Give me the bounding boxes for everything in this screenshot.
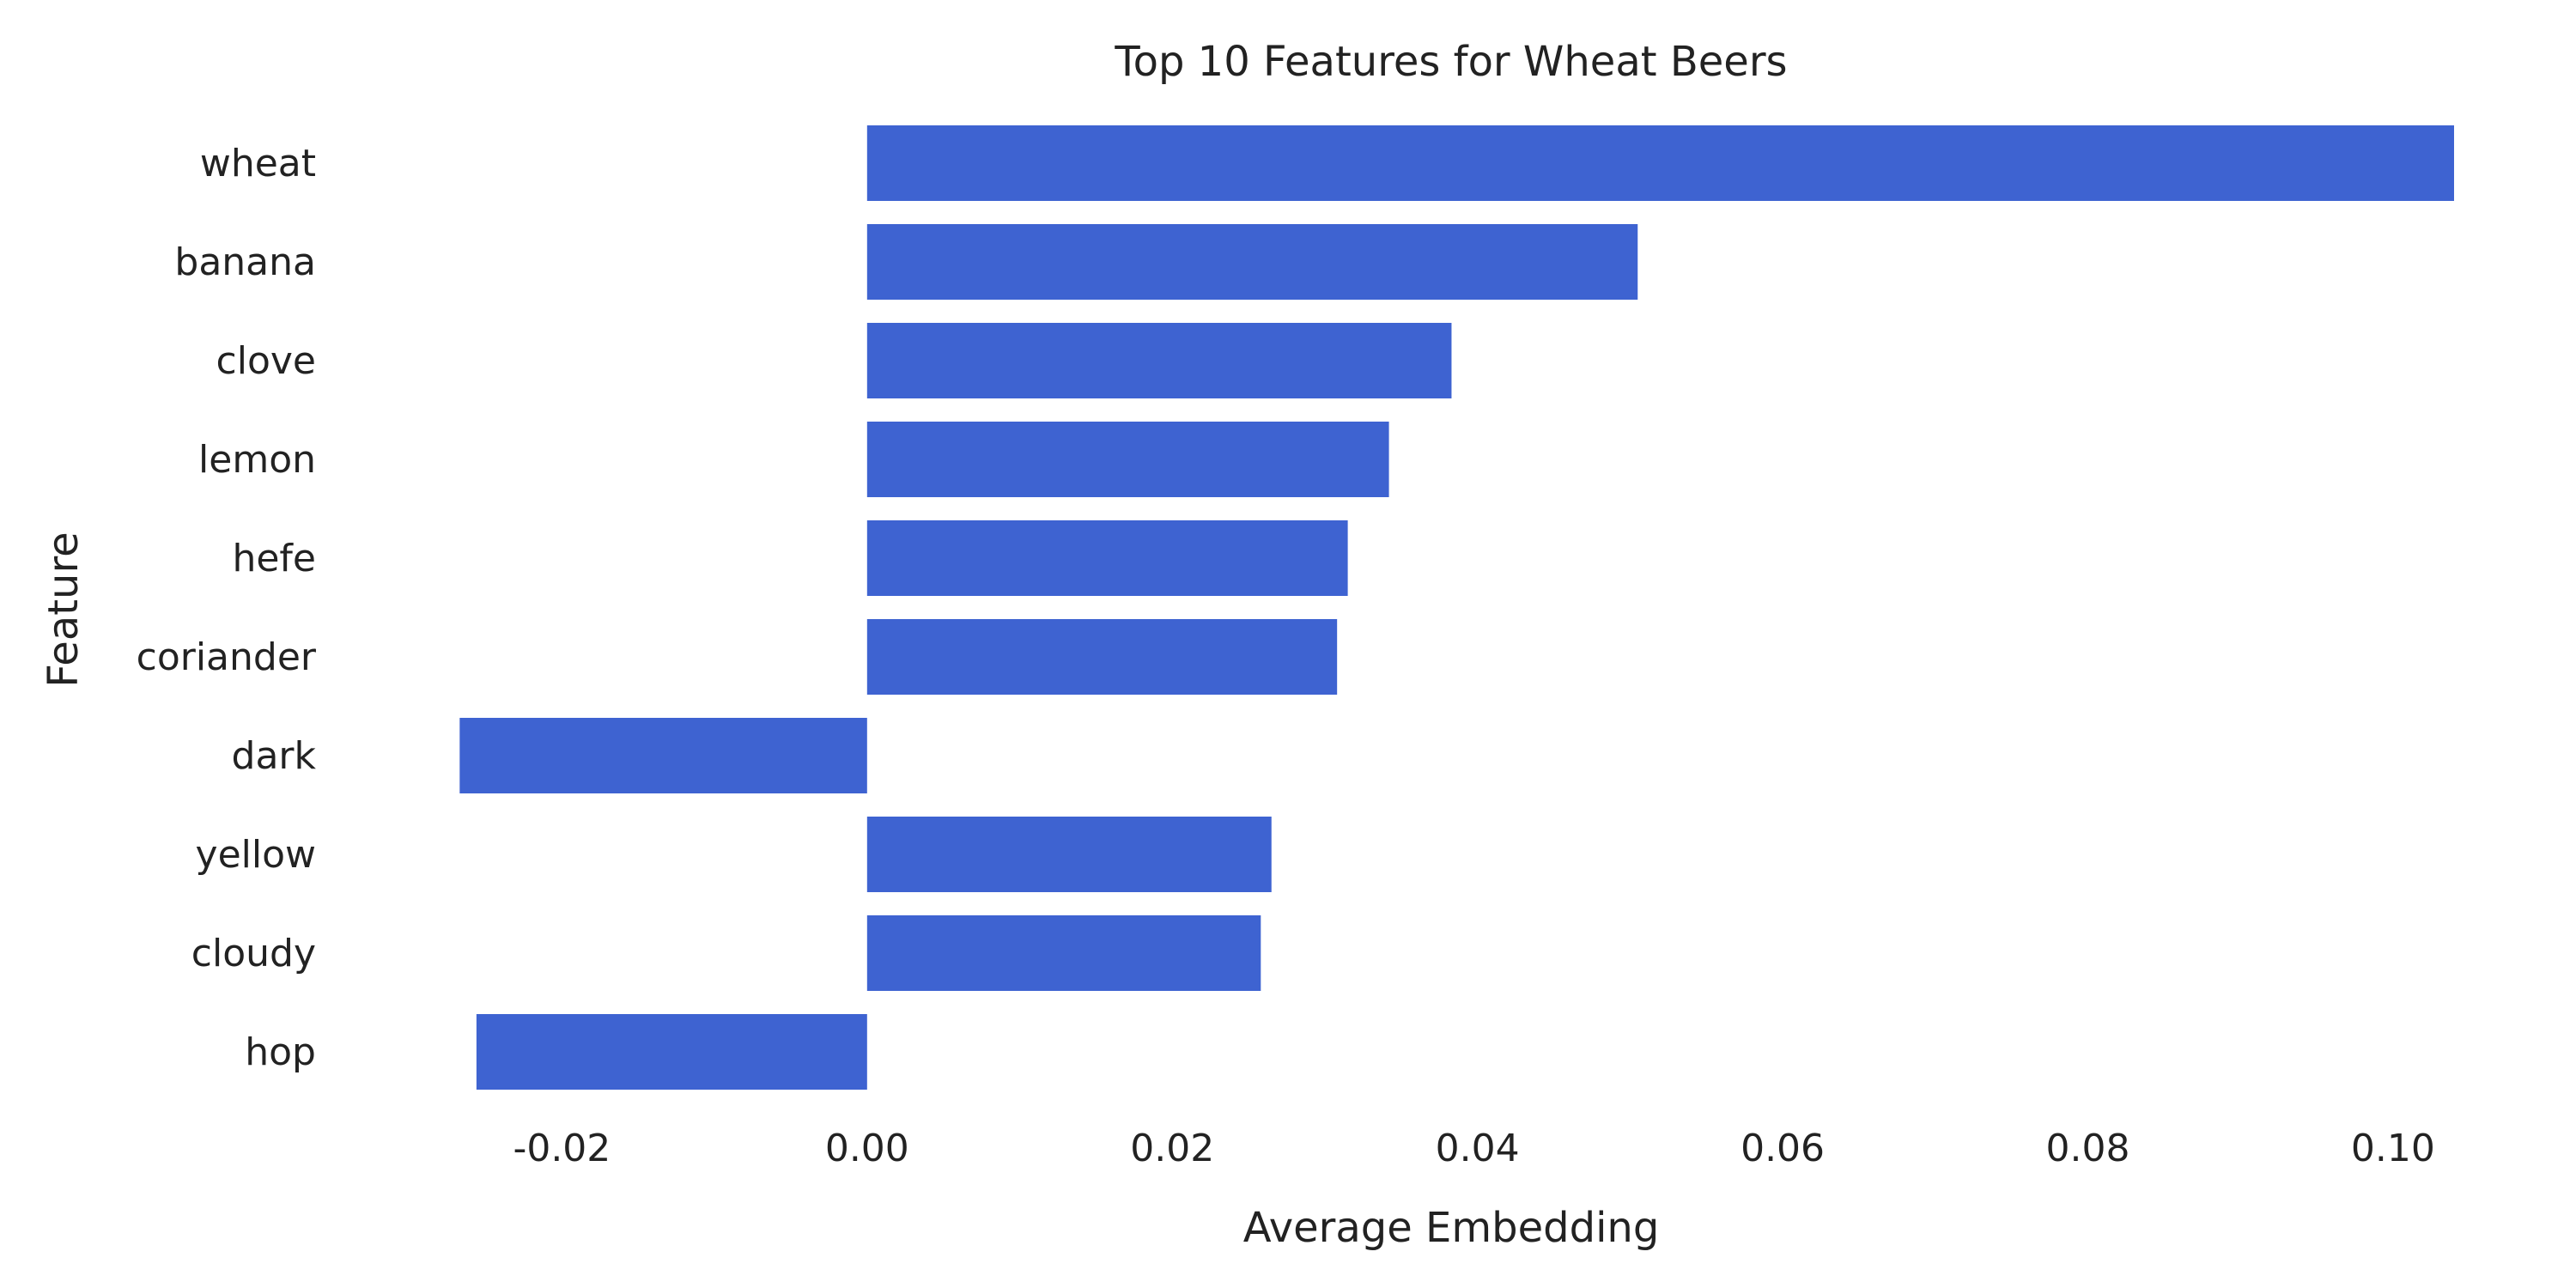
x-tick-label: 0.06 [1741, 1127, 1825, 1170]
bar-hefe [866, 520, 1348, 596]
bar-cloudy [866, 915, 1261, 991]
y-tick-label-lemon: lemon [198, 438, 316, 482]
y-axis-label: Feature [39, 532, 88, 687]
bar-clove [866, 323, 1452, 398]
y-tick-label-hop: hop [245, 1030, 316, 1074]
y-tick-labels: wheat banana clove lemon hefe coriander dark ye… [137, 142, 317, 1074]
x-tick-label: 0.08 [2046, 1127, 2130, 1170]
bar-wheat [866, 125, 2454, 201]
y-tick-label-hefe: hefe [232, 537, 316, 580]
y-tick-label-clove: clove [216, 339, 316, 383]
y-tick-label-cloudy: cloudy [191, 932, 316, 975]
x-tick-labels: -0.02 0.00 0.02 0.04 0.06 0.08 0.10 [513, 1127, 2434, 1170]
y-tick-label-banana: banana [174, 240, 316, 284]
bar-lemon [866, 422, 1389, 497]
bar-hop [476, 1014, 867, 1090]
x-tick-label: 0.04 [1436, 1127, 1520, 1170]
bar-dark [459, 718, 867, 793]
bar-coriander [866, 619, 1338, 695]
x-tick-label: 0.10 [2351, 1127, 2435, 1170]
chart-title: Top 10 Features for Wheat Beers [1114, 38, 1787, 86]
y-tick-label-yellow: yellow [196, 833, 316, 877]
bar-banana [866, 224, 1638, 300]
x-tick-label: 0.02 [1130, 1127, 1214, 1170]
bar-yellow [866, 817, 1272, 892]
x-tick-label: 0.00 [825, 1127, 909, 1170]
bars-group [459, 125, 2454, 1090]
y-tick-label-coriander: coriander [137, 635, 317, 679]
y-tick-label-wheat: wheat [200, 142, 316, 185]
y-tick-label-dark: dark [232, 734, 317, 778]
x-axis-label: Average Embedding [1243, 1204, 1660, 1252]
x-tick-label: -0.02 [513, 1127, 611, 1170]
